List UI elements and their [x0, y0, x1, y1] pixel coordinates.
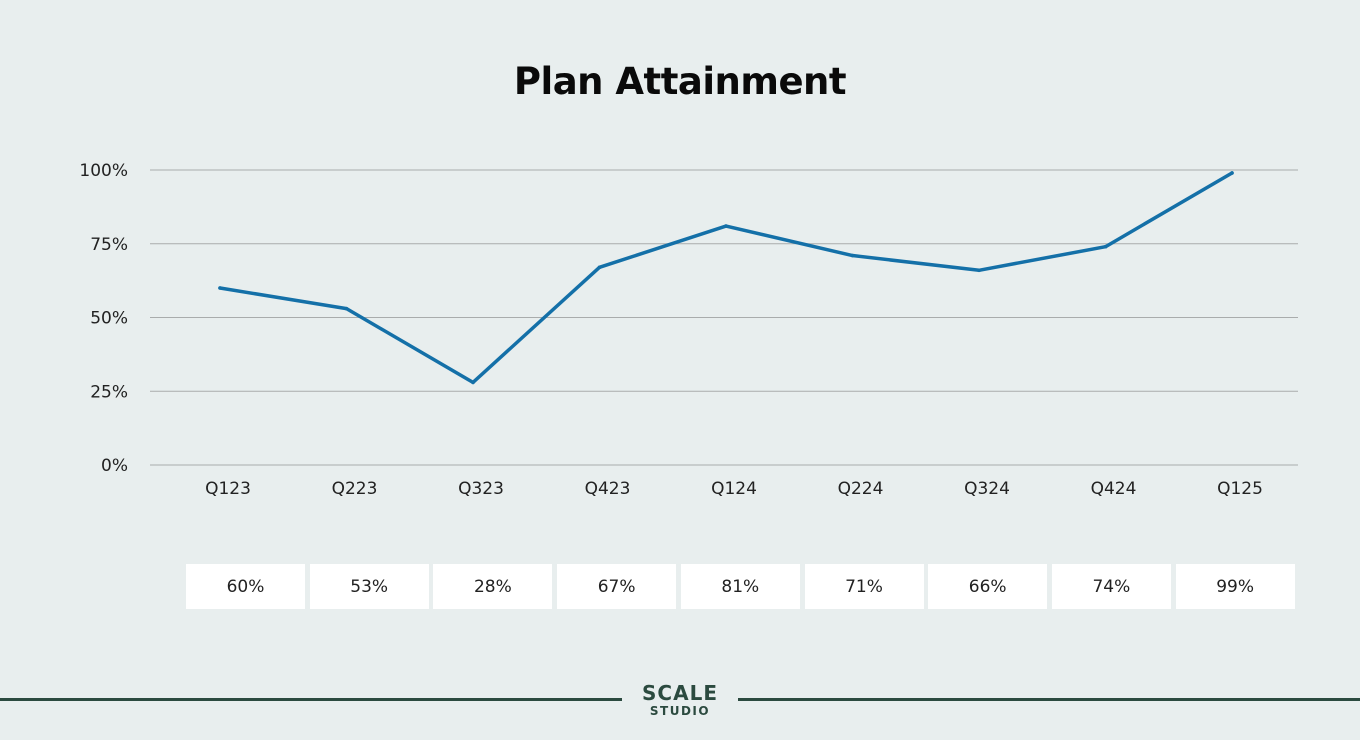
line-chart: 0% 25% 50% 75% 100% Q123 Q223 Q323 Q423 Q124 Q224… [79, 161, 1298, 499]
data-point [1103, 244, 1108, 249]
value-cell: 99% [1175, 564, 1295, 609]
data-point [344, 306, 349, 311]
chart-title: Plan Attainment [513, 60, 847, 103]
x-tick-label: Q124 [711, 479, 757, 499]
y-axis-ticks: 0% 25% 50% 75% 100% [79, 161, 128, 476]
data-point [597, 265, 602, 270]
x-tick-label: Q324 [964, 479, 1010, 499]
x-tick-label: Q424 [1091, 479, 1137, 499]
series-group [218, 171, 1234, 385]
y-tick-label: 100% [79, 161, 128, 181]
data-point [218, 286, 222, 290]
x-tick-label: Q223 [332, 479, 378, 499]
value-cell: 28% [433, 564, 553, 609]
data-point [1230, 171, 1234, 175]
brand-name: SCALE [642, 681, 718, 705]
value-cell: 71% [804, 564, 924, 609]
y-tick-label: 25% [90, 382, 128, 402]
brand-logo: SCALE STUDIO [622, 682, 738, 718]
series-line [218, 171, 1234, 385]
value-cell: 67% [557, 564, 677, 609]
brand-subname: STUDIO [649, 704, 711, 718]
x-tick-label: Q224 [838, 479, 884, 499]
data-point [471, 380, 475, 385]
value-cell: 74% [1051, 564, 1171, 609]
footer-line-left [0, 698, 622, 701]
data-point [724, 224, 728, 228]
x-tick-label: Q125 [1217, 479, 1263, 499]
y-tick-label: 75% [90, 235, 128, 255]
y-tick-label: 50% [90, 309, 128, 329]
data-point [977, 268, 981, 273]
value-cell: 81% [680, 564, 800, 609]
x-tick-label: Q423 [585, 479, 631, 499]
value-cell: 60% [186, 564, 305, 609]
x-axis-ticks: Q123 Q223 Q323 Q423 Q124 Q224 Q324 Q424 Q125 [205, 479, 1263, 499]
x-tick-label: Q323 [458, 479, 504, 499]
value-cell: 53% [309, 564, 429, 609]
x-tick-label: Q123 [205, 479, 251, 499]
value-cell: 66% [928, 564, 1048, 609]
footer-line-right [738, 698, 1360, 701]
data-point [850, 253, 855, 258]
y-tick-label: 0% [101, 456, 128, 476]
gridlines [150, 169, 1298, 466]
